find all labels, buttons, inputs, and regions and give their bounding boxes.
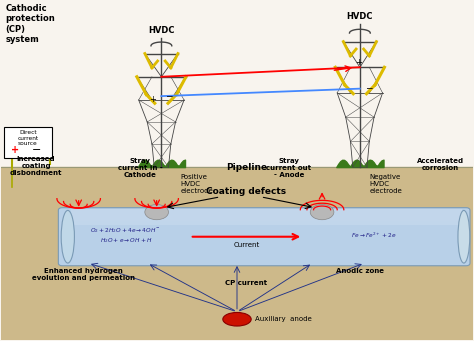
Ellipse shape bbox=[458, 210, 470, 263]
Text: Negative
HVDC
electrode: Negative HVDC electrode bbox=[369, 174, 402, 194]
Text: HVDC: HVDC bbox=[148, 26, 174, 35]
Text: $O_2+2H_2O+4e\rightarrow 4OH^-$: $O_2+2H_2O+4e\rightarrow 4OH^-$ bbox=[91, 226, 161, 235]
Text: Anodic zone: Anodic zone bbox=[336, 268, 384, 274]
Text: CP current: CP current bbox=[226, 280, 267, 286]
Text: +: + bbox=[355, 58, 362, 66]
FancyBboxPatch shape bbox=[58, 208, 470, 266]
Bar bbox=[0, 167, 474, 340]
Text: Accelerated
corrosion: Accelerated corrosion bbox=[417, 158, 464, 171]
Text: −: − bbox=[165, 91, 173, 100]
Text: Stray
current in -
Cathode: Stray current in - Cathode bbox=[118, 158, 163, 178]
Text: Coating defects: Coating defects bbox=[206, 187, 286, 196]
Text: Pipeline: Pipeline bbox=[226, 163, 267, 173]
Ellipse shape bbox=[145, 205, 168, 220]
Text: Cathodic
protection
(CP)
system: Cathodic protection (CP) system bbox=[5, 4, 55, 44]
Text: Direct
current
source: Direct current source bbox=[18, 130, 38, 146]
FancyBboxPatch shape bbox=[4, 127, 52, 158]
Ellipse shape bbox=[61, 210, 74, 263]
Text: −: − bbox=[32, 146, 42, 155]
Text: +: + bbox=[11, 146, 19, 155]
Text: Current: Current bbox=[233, 242, 260, 248]
Text: Increased
coating
disbondment: Increased coating disbondment bbox=[10, 156, 63, 176]
Text: Auxiliary  anode: Auxiliary anode bbox=[255, 316, 312, 322]
Ellipse shape bbox=[310, 205, 334, 220]
Text: Positive
HVDC
electrode: Positive HVDC electrode bbox=[180, 174, 213, 194]
Text: $Fe\rightarrow Fe^{2+}+2e$: $Fe\rightarrow Fe^{2+}+2e$ bbox=[351, 231, 397, 240]
Text: −: − bbox=[365, 83, 372, 92]
Text: $H_2O+e\rightarrow OH+H$: $H_2O+e\rightarrow OH+H$ bbox=[100, 236, 152, 244]
Ellipse shape bbox=[223, 312, 251, 326]
Text: +: + bbox=[150, 95, 156, 104]
Bar bbox=[53, 167, 469, 340]
Bar bbox=[0, 1, 474, 167]
Text: HVDC: HVDC bbox=[346, 12, 373, 21]
Text: Stray
current out
- Anode: Stray current out - Anode bbox=[266, 158, 311, 178]
Text: Enhanced hydrogen
evolution and permeation: Enhanced hydrogen evolution and permeati… bbox=[32, 268, 135, 281]
